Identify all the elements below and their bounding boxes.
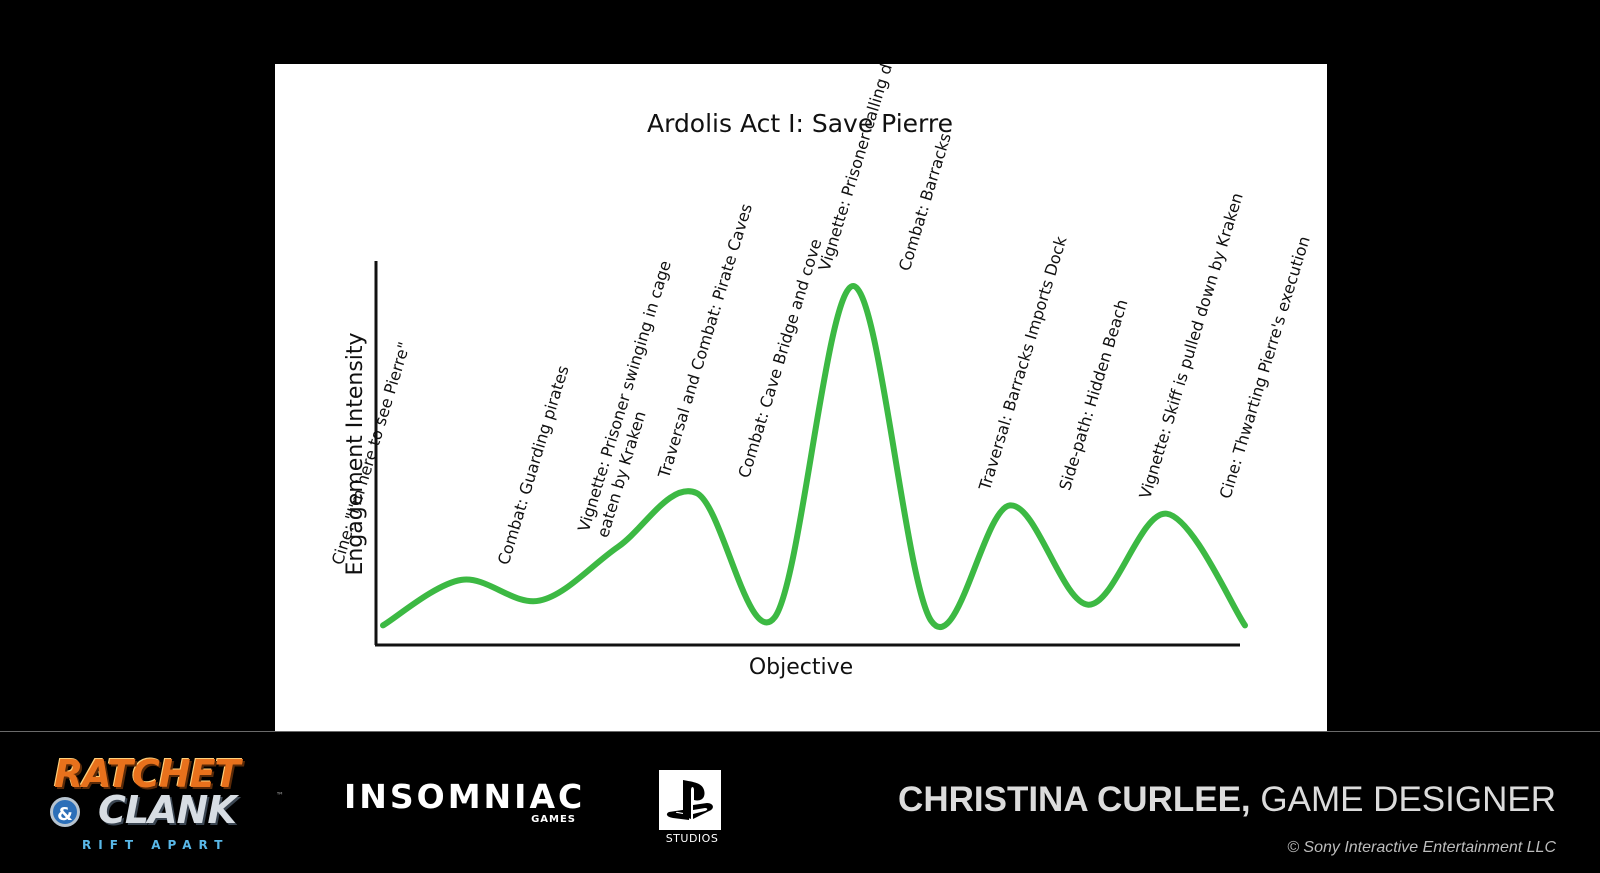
insomniac-wordmark: INSOMNIAC <box>344 777 586 816</box>
insomniac-games-logo: INSOMNIAC GAMES <box>344 780 584 830</box>
annotation-label: Cine: Thwarting Pierre's execution <box>1216 234 1314 501</box>
annotation-8: Traversal: Barracks Imports Dock <box>975 233 1071 493</box>
y-axis-label: Engagement Intensity <box>343 332 368 575</box>
annotation-label: Cine: "I'm here to see Pierre" <box>328 340 414 567</box>
logo-trademark: ™ <box>276 791 284 800</box>
annotation-label: Side-path: Hidden Beach <box>1055 297 1131 493</box>
annotation-6: Vignette: Prisoner calling dog over <box>815 64 914 273</box>
annotation-label: Vignette: Prisoner calling dog over <box>815 64 914 273</box>
ratchet-clank-logo: RATCHET & CLANK ™ RIFT APART <box>46 755 291 855</box>
presenter-credit: CHRISTINA CURLEE, GAME DESIGNER <box>898 780 1556 820</box>
annotation-1: Cine: "I'm here to see Pierre" <box>328 340 414 567</box>
chart-title: Ardolis Act I: Save Pierre <box>647 109 953 138</box>
annotation-9: Side-path: Hidden Beach <box>1055 297 1131 493</box>
playstation-icon <box>659 770 721 830</box>
slide-panel: Ardolis Act I: Save Pierre Objective Eng… <box>275 64 1327 731</box>
annotation-label: Traversal and Combat: Pirate Caves <box>654 201 756 481</box>
logo-word-ratchet: RATCHET <box>54 752 241 796</box>
annotation-label: Combat: Guarding pirates <box>494 363 573 567</box>
footer-divider <box>0 731 1600 732</box>
insomniac-games-subtext: GAMES <box>531 814 576 825</box>
annotation-2: Combat: Guarding pirates <box>494 363 573 567</box>
playstation-studios-text: STUDIOS <box>665 832 719 845</box>
annotation-label: Traversal: Barracks Imports Dock <box>975 233 1071 493</box>
logo-subtitle: RIFT APART <box>82 838 230 852</box>
logo-ampersand: & <box>50 797 80 827</box>
presenter-role: GAME DESIGNER <box>1260 780 1556 819</box>
playstation-studios-logo: STUDIOS <box>659 770 721 848</box>
annotation-label: Combat: Barracks <box>895 131 955 273</box>
x-axis-label: Objective <box>749 655 853 680</box>
copyright-notice: © Sony Interactive Entertainment LLC <box>1287 839 1556 856</box>
annotation-4: Traversal and Combat: Pirate Caves <box>654 201 756 481</box>
engagement-chart: Ardolis Act I: Save Pierre Objective Eng… <box>328 64 1314 680</box>
annotation-7: Combat: Barracks <box>895 131 955 273</box>
annotation-11: Cine: Thwarting Pierre's execution <box>1216 234 1314 501</box>
engagement-line <box>380 282 1248 630</box>
logo-word-clank: CLANK <box>98 788 237 832</box>
presenter-name: CHRISTINA CURLEE, <box>898 780 1251 819</box>
